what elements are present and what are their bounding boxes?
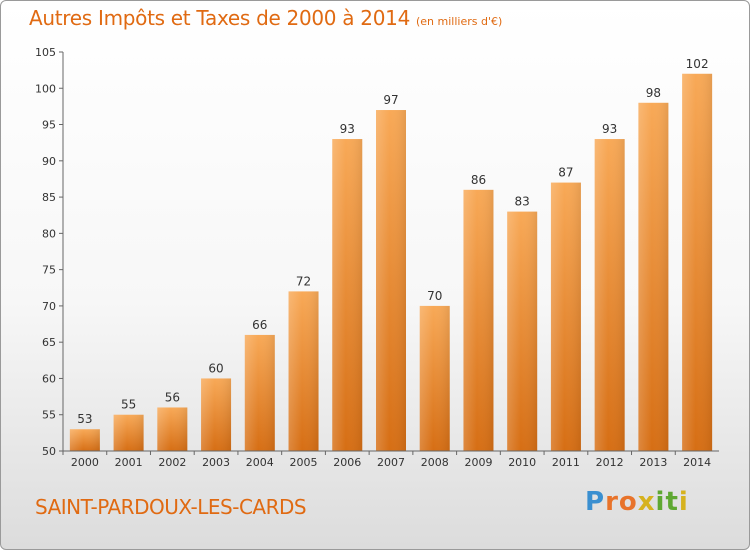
bar-shade (244, 334, 275, 451)
data-label: 72 (296, 274, 311, 288)
chart-title: Autres Impôts et Taxes de 2000 à 2014 (en… (29, 6, 502, 30)
y-tick-label: 95 (42, 119, 56, 132)
x-tick-label: 2007 (377, 456, 405, 469)
y-tick-label: 80 (42, 227, 56, 240)
x-tick-label: 2000 (71, 456, 99, 469)
bar-shade (69, 429, 100, 451)
logo-letter: i (655, 487, 666, 517)
bar-shade (157, 407, 188, 451)
data-label: 56 (165, 390, 180, 404)
x-tick-label: 2009 (464, 456, 492, 469)
x-tick-label: 2012 (596, 456, 624, 469)
x-tick-label: 2001 (115, 456, 143, 469)
data-label: 93 (340, 122, 355, 136)
bar-shade (682, 73, 713, 451)
bar-shade (463, 189, 494, 451)
y-tick-label: 65 (42, 336, 56, 349)
bar-shade (594, 139, 625, 451)
y-tick-label: 90 (42, 155, 56, 168)
y-axis: 50 55 60 65 70 75 80 85 90 95 100 105 (35, 46, 64, 458)
x-tick-label: 2005 (290, 456, 318, 469)
logo-letter: x (637, 487, 656, 517)
bar-shade (507, 211, 538, 451)
data-label: 66 (252, 318, 267, 332)
data-label: 98 (646, 86, 661, 100)
x-tick-label: 2013 (639, 456, 667, 469)
bar-shade (419, 305, 450, 451)
logo-letter: o (618, 487, 638, 517)
y-tick-label: 85 (42, 191, 56, 204)
title-main: Autres Impôts et Taxes de 2000 à 2014 (29, 6, 410, 30)
x-axis: 2000 2001 2002 2003 2004 2005 2006 2007 2008 2009… (62, 450, 719, 469)
y-tick-label: 55 (42, 409, 56, 422)
x-tick-label: 2011 (552, 456, 580, 469)
logo-letter: P (585, 487, 606, 517)
title-unit: (en milliers d'€) (416, 15, 503, 28)
bar-shade (288, 291, 319, 451)
data-label: 55 (121, 398, 136, 412)
logo-letter: i (678, 487, 689, 517)
x-tick-label: 2010 (508, 456, 536, 469)
y-tick-label: 50 (42, 445, 56, 458)
data-label: 86 (471, 173, 486, 187)
y-tick-label: 70 (42, 300, 56, 313)
x-tick-label: 2006 (333, 456, 361, 469)
y-tick-label: 60 (42, 372, 56, 385)
bar-shade (201, 378, 232, 451)
logo-letter: r (605, 487, 619, 517)
x-tick-label: 2008 (421, 456, 449, 469)
x-tick-label: 2003 (202, 456, 230, 469)
bar-shade (550, 182, 581, 451)
bars: 53 55 56 60 66 72 93 97 70 86 83 87 93 98 102 (69, 57, 713, 452)
data-label: 102 (686, 57, 709, 71)
proxiti-logo: Proxiti (585, 487, 689, 517)
data-label: 60 (208, 361, 223, 375)
data-label: 53 (77, 412, 92, 426)
y-tick-label: 105 (35, 46, 56, 59)
x-tick-label: 2004 (246, 456, 274, 469)
bar-shade (113, 414, 144, 451)
x-tick-label: 2014 (683, 456, 711, 469)
bar-shade (376, 110, 406, 451)
logo-letter: t (665, 487, 679, 517)
data-label: 97 (383, 93, 398, 107)
data-label: 87 (558, 166, 573, 180)
data-label: 70 (427, 289, 442, 303)
bar-shade (332, 139, 363, 451)
y-tick-label: 100 (35, 82, 56, 95)
data-label: 93 (602, 122, 617, 136)
y-tick-label: 75 (42, 264, 56, 277)
bar-shade (638, 102, 669, 452)
x-tick-label: 2002 (158, 456, 186, 469)
data-label: 83 (515, 195, 530, 209)
place-name: SAINT-PARDOUX-LES-CARDS (35, 495, 307, 519)
